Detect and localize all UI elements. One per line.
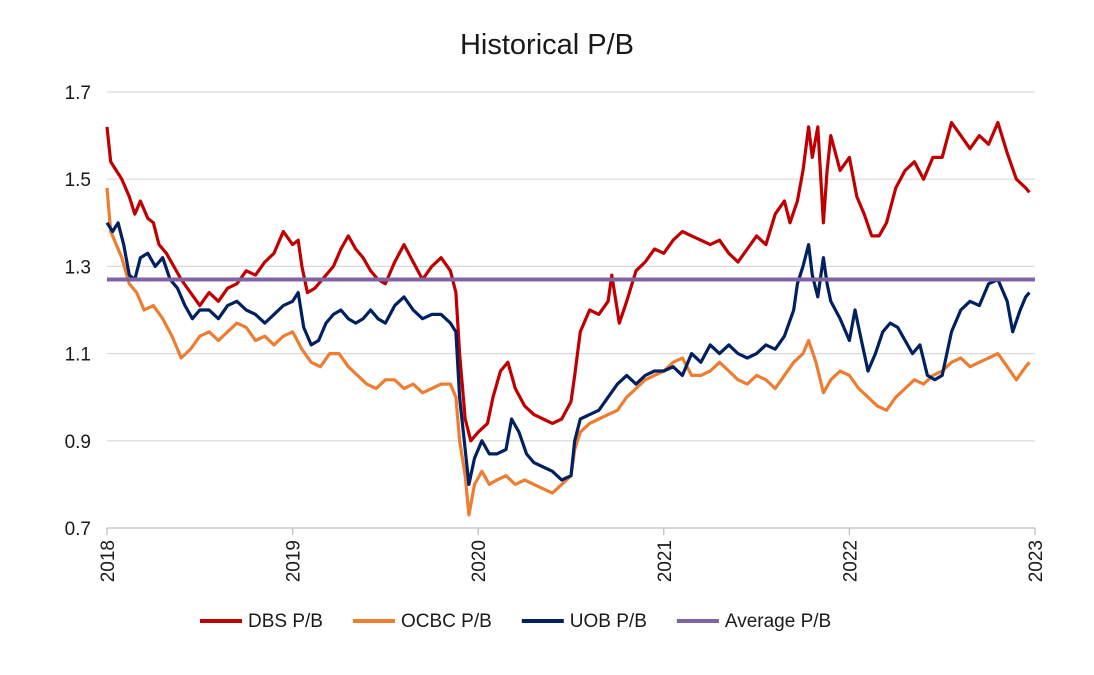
- legend-label-ocbc-p-b: OCBC P/B: [401, 611, 492, 632]
- y-tick-label: 1.7: [65, 83, 91, 104]
- y-tick-label: 0.9: [65, 432, 91, 453]
- x-tick-label: 2020: [469, 540, 490, 582]
- x-tick-label: 2018: [98, 540, 119, 582]
- legend: DBS P/B OCBC P/B UOB P/B Average P/B: [200, 611, 831, 632]
- x-tick-label: 2021: [655, 540, 676, 582]
- axes: [106, 527, 1036, 535]
- legend-label-average-p-b: Average P/B: [725, 611, 831, 632]
- x-tick-labels: 2018 2019 2020 2021 2022 2023: [98, 540, 1047, 582]
- series-line-ocbc-p-b: [105, 187, 1031, 517]
- series-line-dbs-p-b: [105, 120, 1031, 443]
- y-tick-label: 1.1: [65, 345, 91, 366]
- series-lines: [105, 120, 1035, 517]
- y-tick-label: 1.5: [65, 170, 91, 191]
- chart-title: Historical P/B: [460, 29, 634, 61]
- series-line-uob-p-b: [105, 221, 1031, 486]
- y-tick-labels: 0.7 0.9 1.1 1.3 1.5 1.7: [65, 83, 91, 540]
- x-tick-label: 2019: [284, 540, 305, 582]
- y-tick-label: 0.7: [65, 519, 91, 540]
- x-tick-label: 2023: [1026, 540, 1047, 582]
- gridlines: [107, 91, 1035, 442]
- x-tick-label: 2022: [840, 540, 861, 582]
- legend-label-uob-p-b: UOB P/B: [570, 611, 647, 632]
- legend-label-dbs-p-b: DBS P/B: [248, 611, 323, 632]
- y-tick-label: 1.3: [65, 257, 91, 278]
